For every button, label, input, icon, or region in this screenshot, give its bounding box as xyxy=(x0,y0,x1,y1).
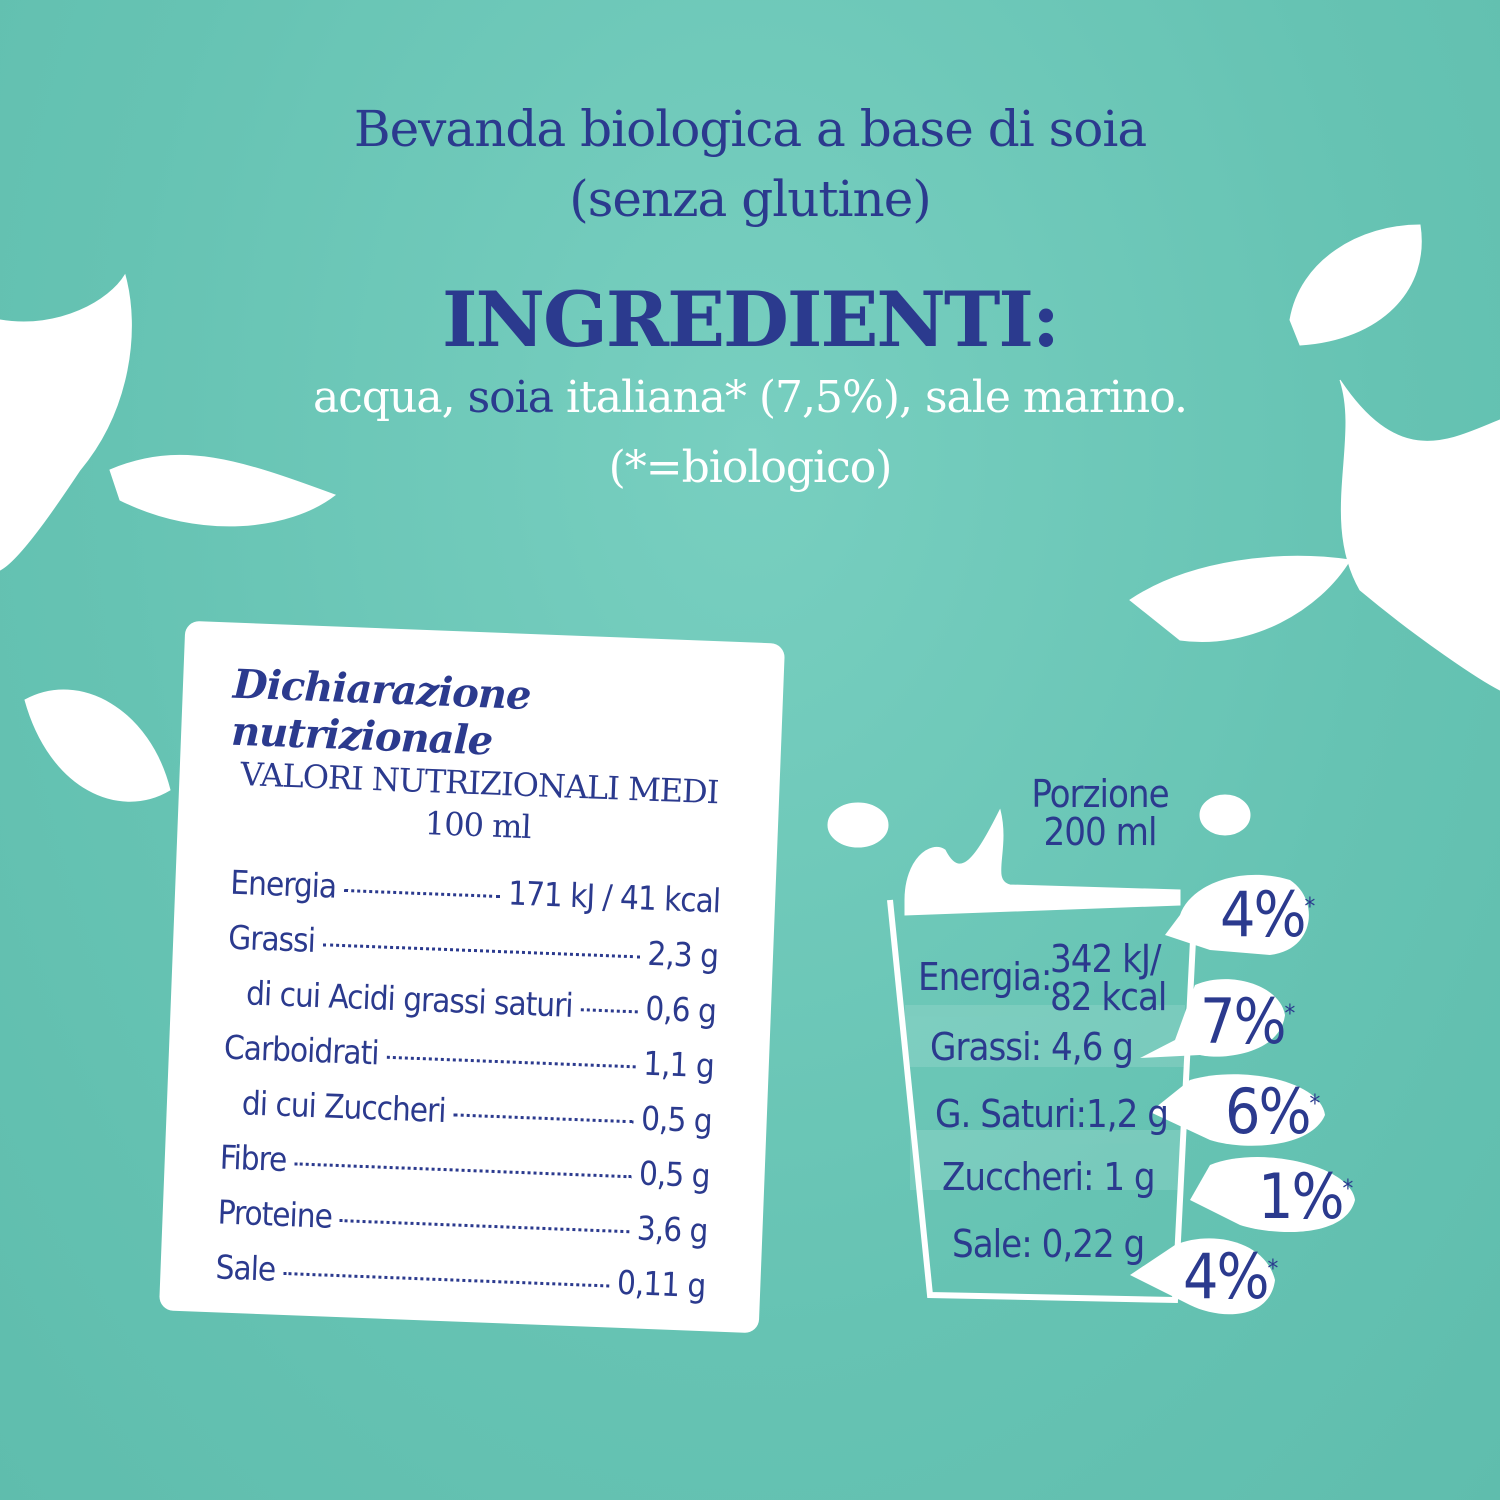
row-value: 0,11 g xyxy=(616,1262,707,1306)
portion-value: 4,6 g xyxy=(1051,1025,1134,1069)
portion-value: 1,2 g xyxy=(1086,1092,1169,1136)
glass-bands xyxy=(905,1005,1185,1190)
ingredients-pre: acqua, xyxy=(313,372,468,423)
portion-label: Zuccheri: xyxy=(942,1155,1094,1199)
soybean-pod-left-icon xyxy=(0,273,337,571)
percent-mark: * xyxy=(1284,999,1296,1028)
ingredients-heading: INGREDIENTI: xyxy=(441,275,1060,364)
portion-saturated: G. Saturi:1,2 g xyxy=(935,1092,1169,1136)
row-dots xyxy=(283,1271,609,1288)
nutrition-row: Energia 171 kJ / 41 kcal xyxy=(230,863,721,921)
nutrition-row: Proteine 3,6 g xyxy=(217,1192,708,1250)
percent-mark: * xyxy=(1267,1254,1279,1283)
row-value: 0,5 g xyxy=(638,1153,711,1196)
row-label: Sale xyxy=(214,1247,276,1289)
nutrition-row: di cui Zuccheri 0,5 g xyxy=(221,1083,713,1141)
nutrition-row: Fibre 0,5 g xyxy=(219,1137,710,1195)
soybean-pod-right-icon xyxy=(1129,379,1500,691)
row-label: di cui Acidi grassi saturi xyxy=(245,973,574,1025)
row-label: Grassi xyxy=(227,917,316,960)
percent-value: 4% xyxy=(1183,1240,1269,1313)
ingredients-highlight: soia xyxy=(467,372,554,423)
portion-value: 1 g xyxy=(1103,1155,1155,1199)
percent-sugars: 1%* xyxy=(1258,1160,1354,1233)
row-label: Fibre xyxy=(219,1137,288,1179)
percent-mark: * xyxy=(1309,1089,1321,1118)
ingredients-text: acqua, soia italiana* (7,5%), sale marin… xyxy=(0,372,1500,423)
product-title-line2: (senza glutine) xyxy=(569,170,932,228)
row-value: 1,1 g xyxy=(642,1043,715,1086)
speech-bubbles xyxy=(1130,874,1355,1315)
nutrition-row: di cui Acidi grassi saturi 0,6 g xyxy=(225,973,717,1031)
row-dots xyxy=(386,1055,636,1069)
row-dots xyxy=(453,1113,634,1124)
portion-energy-label: Energia: xyxy=(918,955,1052,999)
percent-value: 6% xyxy=(1225,1075,1311,1148)
nutrition-row: Carboidrati 1,1 g xyxy=(223,1028,714,1086)
portion-energy-value: 342 kJ/ 82 kcal xyxy=(1050,937,1167,1019)
portion-energy-kj: 342 kJ/ xyxy=(1050,937,1162,981)
percent-value: 7% xyxy=(1200,985,1286,1058)
portion-energy-kcal: 82 kcal xyxy=(1050,975,1167,1019)
portion-salt: Sale: 0,22 g xyxy=(952,1222,1146,1266)
percent-mark: * xyxy=(1342,1174,1354,1203)
row-value: 171 kJ / 41 kcal xyxy=(507,873,721,921)
portion-label: Grassi: xyxy=(930,1025,1042,1069)
nutrition-row: Sale 0,11 g xyxy=(215,1247,706,1305)
row-label: Carboidrati xyxy=(223,1027,380,1073)
portion-label: G. Saturi: xyxy=(935,1092,1087,1136)
portion-label: Sale: xyxy=(952,1222,1033,1266)
row-value: 0,6 g xyxy=(644,988,717,1031)
nutrition-card: Dichiarazione nutrizionale VALORI NUTRIZ… xyxy=(158,620,786,1334)
row-dots xyxy=(322,943,640,959)
percent-mark: * xyxy=(1304,892,1316,921)
portion-title-line2: 200 ml xyxy=(1043,810,1158,854)
row-label: Energia xyxy=(229,862,337,906)
row-dots xyxy=(294,1162,632,1179)
ingredients-post: italiana* (7,5%), sale marino. xyxy=(552,372,1188,423)
portion-fat: Grassi: 4,6 g xyxy=(930,1025,1134,1069)
row-label: Proteine xyxy=(217,1192,333,1236)
percent-fat: 7%* xyxy=(1200,985,1296,1058)
percent-value: 1% xyxy=(1258,1160,1344,1233)
percent-energy: 4%* xyxy=(1220,878,1316,951)
portion-title-line1: Porzione xyxy=(1031,772,1169,816)
milk-splash-icon xyxy=(827,794,1251,916)
percent-saturated: 6%* xyxy=(1225,1075,1321,1148)
row-value: 0,5 g xyxy=(640,1098,713,1141)
row-dots xyxy=(343,889,501,899)
leaf-left-icon xyxy=(24,689,171,802)
percent-value: 4% xyxy=(1220,878,1306,951)
portion-sugars: Zuccheri: 1 g xyxy=(942,1155,1156,1199)
nutrition-row: Grassi 2,3 g xyxy=(228,918,719,976)
row-value: 2,3 g xyxy=(646,933,719,976)
portion-value: 0,22 g xyxy=(1041,1222,1146,1266)
row-dots xyxy=(580,1008,638,1014)
percent-salt: 4%* xyxy=(1183,1240,1279,1313)
row-value: 3,6 g xyxy=(636,1208,709,1251)
ingredients-note: (*=biologico) xyxy=(608,442,893,493)
portion-title: Porzione 200 ml xyxy=(1020,775,1180,851)
row-dots xyxy=(339,1219,629,1234)
leaf-top-right-icon xyxy=(1289,224,1422,346)
product-title-line1: Bevanda biologica a base di soia xyxy=(353,100,1147,158)
row-label: di cui Zuccheri xyxy=(241,1083,447,1131)
